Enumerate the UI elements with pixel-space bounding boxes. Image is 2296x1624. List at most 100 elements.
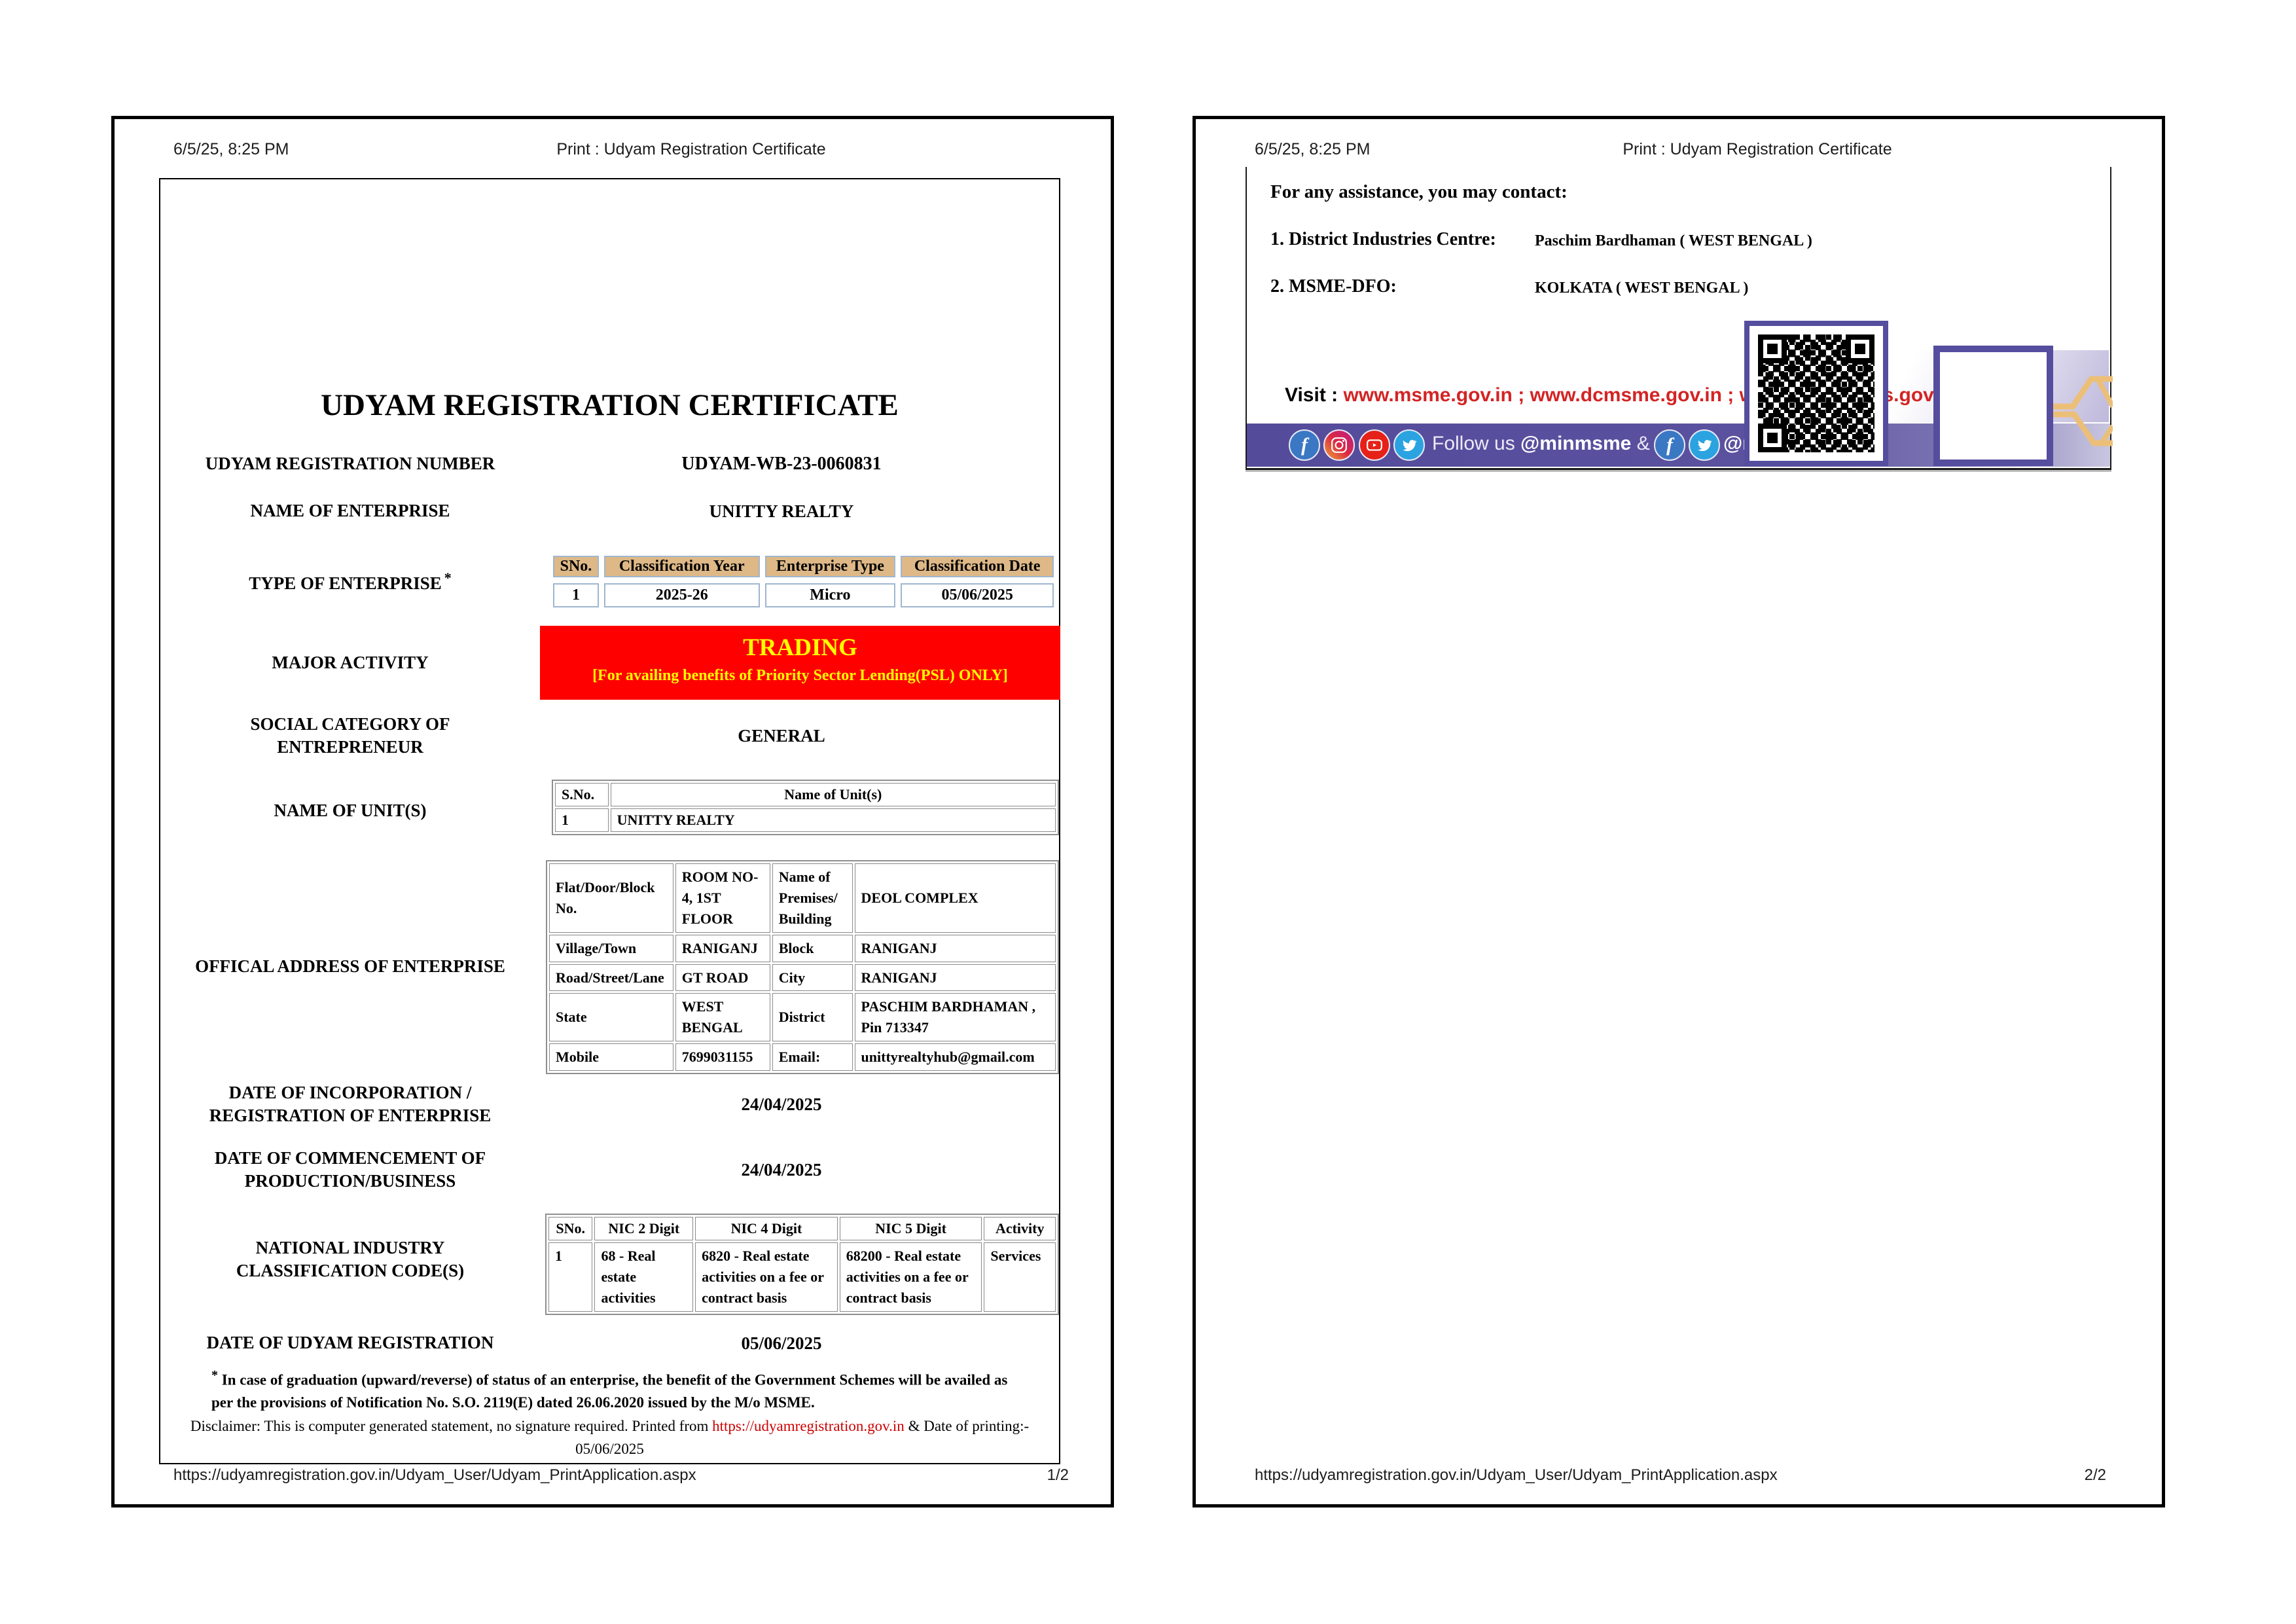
instagram-icon: [1323, 429, 1355, 461]
addr-value-state: WEST BENGAL: [675, 993, 770, 1042]
addr-value-city: RANIGANJ: [854, 964, 1056, 992]
major-activity-banner: TRADING [For availing benefits of Priori…: [540, 626, 1060, 700]
qr-finder-icon: [1846, 334, 1874, 363]
col-classification-date: Classification Date: [901, 556, 1054, 577]
address-row: Village/Town RANIGANJ Block RANIGANJ: [549, 934, 1056, 962]
addr-label-state: State: [549, 993, 673, 1042]
footer-url: https://udyamregistration.gov.in/Udyam_U…: [1255, 1466, 1778, 1484]
classification-table: SNo. Classification Year Enterprise Type…: [548, 550, 1059, 613]
disclaimer-suffix: & Date of printing:-: [904, 1418, 1030, 1434]
certificate-page-2: 6/5/25, 8:25 PM Print : Udyam Registrati…: [1193, 116, 2165, 1507]
nic-header-row: SNo. NIC 2 Digit NIC 4 Digit NIC 5 Digit…: [548, 1217, 1056, 1240]
addr-value-premises: DEOL COMPLEX: [854, 863, 1056, 933]
nic-col-activity: Activity: [984, 1217, 1056, 1240]
certificate-page-1: 6/5/25, 8:25 PM Print : Udyam Registrati…: [111, 116, 1114, 1507]
footnote-asterisk: *: [211, 1368, 218, 1382]
print-datetime: 6/5/25, 8:25 PM: [173, 140, 289, 158]
major-activity-value: TRADING: [743, 634, 857, 661]
addr-value-road: GT ROAD: [675, 964, 770, 992]
nic-col-2digit: NIC 2 Digit: [594, 1217, 694, 1240]
qr-finder-icon: [1758, 424, 1787, 452]
assistance-title: For any assistance, you may contact:: [1270, 181, 1568, 202]
addr-label-premises: Name of Premises/ Building: [772, 863, 853, 933]
incorporation-date-label: DATE OF INCORPORATION / REGISTRATION OF …: [209, 1082, 492, 1125]
page-number: 2/2: [2084, 1466, 2106, 1484]
nic-table: SNo. NIC 2 Digit NIC 4 Digit NIC 5 Digit…: [545, 1214, 1059, 1315]
addr-label-email: Email:: [772, 1043, 853, 1072]
contact-dic-value: Paschim Bardhaman ( WEST BENGAL ): [1535, 232, 1812, 249]
twitter-icon: [1393, 429, 1425, 461]
commencement-date-label: DATE OF COMMENCEMENT OF PRODUCTION/BUSIN…: [214, 1147, 486, 1191]
disclaimer: Disclaimer: This is computer generated s…: [160, 1415, 1059, 1460]
addr-label-road: Road/Street/Lane: [549, 964, 673, 992]
contact-dic-label: 1. District Industries Centre:: [1270, 229, 1496, 249]
row-major-activity: MAJOR ACTIVITY TRADING [For availing ben…: [160, 626, 1060, 700]
disclaimer-link[interactable]: https://udyamregistration.gov.in: [712, 1418, 905, 1434]
units-table: S.No. Name of Unit(s) 1 UNITTY REALTY: [552, 780, 1059, 835]
disclaimer-print-date: 05/06/2025: [575, 1440, 644, 1457]
classification-data-row: 1 2025-26 Micro 05/06/2025: [553, 583, 1054, 607]
print-doc-title: Print : Udyam Registration Certificate: [556, 140, 826, 158]
urn-label: UDYAM REGISTRATION NUMBER: [205, 454, 495, 474]
row-official-address: OFFICAL ADDRESS OF ENTERPRISE Flat/Door/…: [160, 860, 1059, 1075]
footer-url: https://udyamregistration.gov.in/Udyam_U…: [173, 1466, 696, 1484]
row-date-incorporation: DATE OF INCORPORATION / REGISTRATION OF …: [160, 1081, 1059, 1127]
nic-col-5digit: NIC 5 Digit: [839, 1217, 982, 1240]
addr-value-district: PASCHIM BARDHAMAN , Pin 713347: [854, 993, 1056, 1042]
empty-photo-frame: [1933, 346, 2053, 466]
row-nic-codes: NATIONAL INDUSTRY CLASSIFICATION CODE(S)…: [160, 1214, 1059, 1315]
addr-label-block: Block: [772, 934, 853, 962]
col-classification-year: Classification Year: [603, 556, 760, 577]
contact-msmedfo-label: 2. MSME-DFO:: [1270, 276, 1397, 297]
incorporation-date-value: 24/04/2025: [741, 1094, 822, 1114]
print-doc-title: Print : Udyam Registration Certificate: [1623, 140, 1892, 158]
nic-cell-activity: Services: [984, 1242, 1056, 1312]
enterprise-name-label: NAME OF ENTERPRISE: [250, 501, 450, 521]
cell-year: 2025-26: [603, 583, 760, 607]
row-enterprise-name: NAME OF ENTERPRISE UNITTY REALTY: [160, 497, 1059, 526]
follow-us-text: Follow us @minmsme &: [1432, 433, 1650, 454]
nic-cell-5digit: 68200 - Real estate activities on a fee …: [839, 1242, 982, 1312]
social-category-value: GENERAL: [738, 725, 825, 746]
units-col-sno: S.No.: [555, 783, 609, 806]
row-registration-number: UDYAM REGISTRATION NUMBER UDYAM-WB-23-00…: [160, 450, 1059, 478]
print-datetime: 6/5/25, 8:25 PM: [1255, 140, 1371, 158]
addr-label-flat: Flat/Door/Block No.: [549, 863, 673, 933]
major-activity-label: MAJOR ACTIVITY: [272, 652, 429, 672]
major-activity-note: [For availing benefits of Priority Secto…: [592, 667, 1008, 684]
nic-col-sno: SNo.: [548, 1217, 593, 1240]
youtube-icon: [1359, 429, 1390, 461]
type-asterisk: *: [444, 569, 452, 586]
row-udyam-registration-date: DATE OF UDYAM REGISTRATION 05/06/2025: [160, 1330, 1059, 1356]
units-header-row: S.No. Name of Unit(s): [555, 783, 1056, 806]
address-row: State WEST BENGAL District PASCHIM BARDH…: [549, 993, 1056, 1042]
units-cell-sno: 1: [555, 808, 609, 832]
certificate-title: UDYAM REGISTRATION CERTIFICATE: [321, 388, 899, 422]
address-row: Mobile 7699031155 Email: unittyrealtyhub…: [549, 1043, 1056, 1072]
cell-type: Micro: [764, 583, 896, 607]
col-enterprise-type: Enterprise Type: [764, 556, 896, 577]
addr-value-flat: ROOM NO-4, 1ST FLOOR: [675, 863, 770, 933]
nic-col-4digit: NIC 4 Digit: [695, 1217, 838, 1240]
twitter-icon: [1689, 429, 1720, 461]
nic-cell-2digit: 68 - Real estate activities: [594, 1242, 694, 1312]
address-table: Flat/Door/Block No. ROOM NO-4, 1ST FLOOR…: [546, 860, 1059, 1075]
footnote-text: In case of graduation (upward/reverse) o…: [211, 1371, 1008, 1411]
addr-label-mobile: Mobile: [549, 1043, 673, 1072]
commencement-date-value: 24/04/2025: [741, 1159, 822, 1180]
row-date-commencement: DATE OF COMMENCEMENT OF PRODUCTION/BUSIN…: [160, 1147, 1059, 1193]
row-name-of-units: NAME OF UNIT(S) S.No. Name of Unit(s) 1 …: [160, 780, 1059, 842]
enterprise-name-value: UNITTY REALTY: [709, 501, 854, 521]
qr-pattern: [1758, 334, 1874, 452]
row-social-category: SOCIAL CATEGORY OF ENTREPRENEUR GENERAL: [160, 714, 1059, 757]
assistance-box: For any assistance, you may contact: 1. …: [1246, 167, 2113, 470]
urn-value: UDYAM-WB-23-0060831: [681, 454, 882, 474]
disclaimer-text: Disclaimer: This is computer generated s…: [190, 1418, 713, 1434]
facebook-icon: f: [1289, 429, 1320, 461]
addr-label-village: Village/Town: [549, 934, 673, 962]
type-of-enterprise-label: TYPE OF ENTERPRISE *: [249, 569, 452, 593]
addr-label-district: District: [772, 993, 853, 1042]
addr-value-block: RANIGANJ: [854, 934, 1056, 962]
cell-sno: 1: [553, 583, 599, 607]
